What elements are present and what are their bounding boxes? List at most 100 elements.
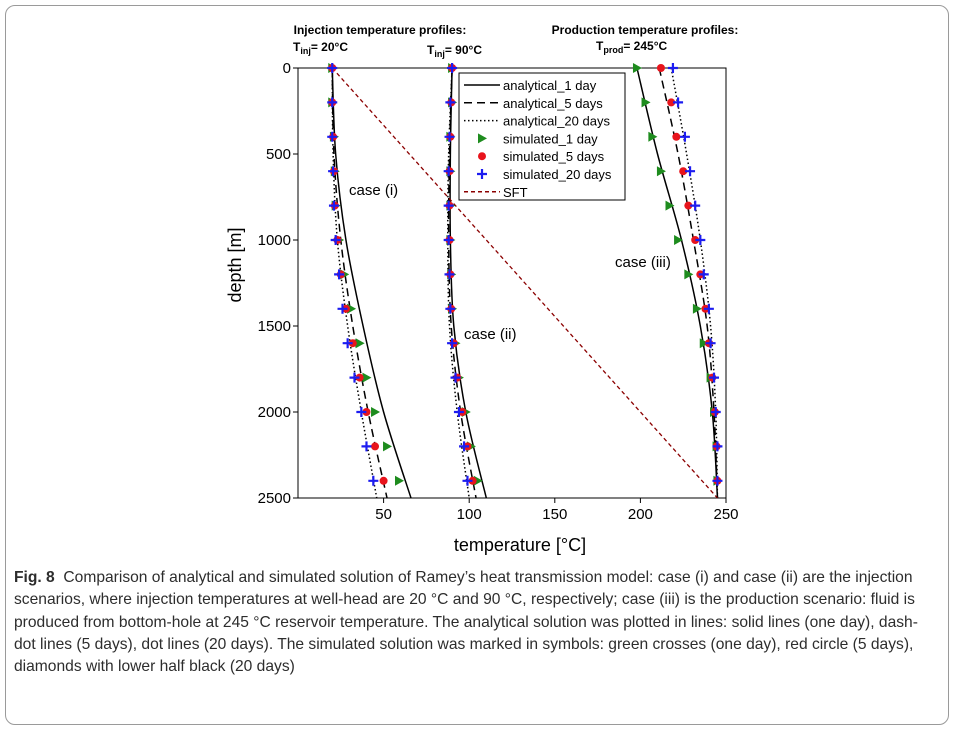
sft-line bbox=[331, 67, 718, 499]
point-simulated-5-days-case-iii bbox=[684, 201, 693, 210]
point-simulated-20-days-case-iii bbox=[695, 235, 706, 245]
legend-swatch-simulated-1-day bbox=[478, 133, 487, 144]
point-simulated-5-days-case-iii bbox=[656, 64, 665, 72]
point-simulated-20-days-case-iii bbox=[690, 200, 701, 211]
header-production-title: Production temperature profiles: bbox=[552, 23, 739, 37]
legend-box bbox=[458, 72, 626, 201]
point-simulated-1-day-case-iii bbox=[665, 200, 675, 211]
legend-swatch-simulated-5-days bbox=[478, 152, 486, 161]
header-tinj-20: Tinj= 20°C bbox=[293, 40, 348, 56]
point-simulated-20-days-case-i bbox=[334, 269, 345, 280]
legend-label-analytical-1-day: analytical_1 day bbox=[503, 78, 597, 93]
plot-area bbox=[297, 67, 727, 499]
point-simulated-5-days-case-i bbox=[355, 373, 364, 382]
point-simulated-20-days-case-ii bbox=[445, 97, 456, 108]
point-simulated-20-days-case-ii bbox=[444, 269, 455, 280]
point-simulated-20-days-case-i bbox=[356, 407, 367, 417]
point-simulated-20-days-case-ii bbox=[445, 303, 456, 314]
case-ii-label: case (ii) bbox=[464, 326, 517, 343]
point-simulated-1-day-case-iii bbox=[632, 63, 642, 73]
series-line-analytical-1-day-case-i bbox=[331, 67, 412, 499]
legend-swatch-simulated-20-days bbox=[477, 169, 487, 179]
y-axis-label: depth [m] bbox=[225, 227, 245, 302]
point-simulated-20-days-case-ii bbox=[459, 441, 470, 452]
point-simulated-20-days-case-ii bbox=[443, 200, 454, 211]
point-simulated-20-days-case-i bbox=[368, 475, 379, 486]
point-simulated-20-days-case-i bbox=[327, 97, 338, 108]
point-simulated-20-days-case-i bbox=[328, 200, 339, 211]
point-simulated-20-days-case-iii bbox=[698, 269, 709, 280]
y-tick-label: 500 bbox=[266, 146, 291, 163]
point-simulated-20-days-case-ii bbox=[453, 407, 464, 417]
legend-label-simulated-20-days: simulated_20 days bbox=[503, 167, 612, 182]
legend-label-analytical-20-days: analytical_20 days bbox=[503, 114, 610, 129]
x-tick-label: 100 bbox=[457, 506, 482, 523]
series-line-analytical-1-day-case-ii bbox=[449, 67, 488, 499]
caption-text: Comparison of analytical and simulated s… bbox=[14, 569, 918, 676]
series-line-analytical-5-days-case-iii bbox=[658, 67, 719, 499]
y-tick-label: 0 bbox=[283, 60, 291, 77]
y-tick-label: 1000 bbox=[258, 232, 291, 249]
point-simulated-20-days-case-iii bbox=[673, 97, 684, 108]
point-simulated-1-day-case-iii bbox=[641, 97, 651, 108]
point-simulated-20-days-case-ii bbox=[462, 475, 473, 486]
x-tick-label: 250 bbox=[713, 506, 738, 523]
point-simulated-1-day-case-iii bbox=[674, 235, 684, 245]
plot-layer: 50 100 150 200 25005001000150020002500temper… bbox=[225, 23, 739, 555]
point-simulated-20-days-case-i bbox=[328, 166, 339, 177]
point-simulated-1-day-case-iii bbox=[656, 166, 666, 177]
series-line-analytical-1-day-case-iii bbox=[636, 67, 719, 499]
point-simulated-1-day-case-i bbox=[371, 407, 381, 417]
header-tprod-245: Tprod= 245°C bbox=[596, 39, 668, 55]
point-simulated-20-days-case-ii bbox=[443, 235, 454, 245]
point-simulated-20-days-case-iii bbox=[710, 407, 721, 417]
point-simulated-20-days-case-ii bbox=[447, 63, 458, 73]
y-tick-label: 1500 bbox=[258, 318, 291, 335]
point-simulated-5-days-case-i bbox=[362, 408, 371, 416]
header-injection-title: Injection temperature profiles: bbox=[294, 23, 467, 37]
legend-label-sft: SFT bbox=[503, 185, 528, 200]
point-simulated-1-day-case-i bbox=[395, 475, 405, 486]
x-tick-label: 50 bbox=[375, 506, 392, 523]
point-simulated-1-day-case-iii bbox=[648, 131, 658, 142]
temperature-depth-chart: 50 100 150 200 25005001000150020002500temper… bbox=[225, 23, 739, 555]
caption-label: Fig. 8 bbox=[14, 569, 55, 586]
point-simulated-20-days-case-iii bbox=[705, 338, 716, 349]
point-simulated-20-days-case-i bbox=[361, 441, 372, 452]
case-i-label: case (i) bbox=[349, 182, 398, 199]
legend-label-analytical-5-days: analytical_5 days bbox=[503, 96, 603, 111]
point-simulated-5-days-case-iii bbox=[679, 167, 688, 176]
point-simulated-5-days-case-iii bbox=[691, 236, 700, 244]
point-simulated-20-days-case-ii bbox=[443, 166, 454, 177]
y-tick-label: 2500 bbox=[258, 490, 291, 507]
point-simulated-20-days-case-i bbox=[330, 235, 341, 245]
point-simulated-1-day-case-i bbox=[355, 338, 365, 349]
point-simulated-20-days-case-iii bbox=[712, 475, 723, 486]
point-simulated-1-day-case-i bbox=[383, 441, 393, 452]
point-simulated-20-days-case-iii bbox=[685, 166, 696, 177]
point-simulated-1-day-case-iii bbox=[684, 269, 694, 280]
point-simulated-20-days-case-i bbox=[342, 338, 353, 349]
point-simulated-20-days-case-iii bbox=[712, 441, 723, 452]
point-simulated-20-days-case-i bbox=[349, 372, 360, 383]
series-line-analytical-5-days-case-i bbox=[331, 67, 388, 499]
point-simulated-20-days-case-i bbox=[337, 303, 348, 314]
case-iii-label: case (iii) bbox=[615, 254, 671, 271]
point-simulated-5-days-case-i bbox=[379, 476, 388, 485]
point-simulated-5-days-case-i bbox=[371, 442, 380, 451]
point-simulated-1-day-case-iii bbox=[692, 303, 702, 314]
point-simulated-20-days-case-iii bbox=[667, 63, 678, 73]
point-simulated-5-days-case-iii bbox=[667, 98, 676, 107]
point-simulated-20-days-case-ii bbox=[444, 131, 455, 142]
point-simulated-5-days-case-ii bbox=[468, 476, 477, 485]
point-simulated-1-day-case-ii bbox=[473, 475, 483, 486]
legend-label-simulated-5-days: simulated_5 days bbox=[503, 149, 605, 164]
x-tick-label: 150 bbox=[542, 506, 567, 523]
figure-frame bbox=[5, 5, 949, 725]
y-tick-label: 2000 bbox=[258, 404, 291, 421]
legend-label-simulated-1-day: simulated_1 day bbox=[503, 131, 598, 146]
point-simulated-1-day-case-iii bbox=[699, 338, 709, 349]
series-line-analytical-5-days-case-ii bbox=[447, 67, 477, 499]
figure-caption: Fig. 8 Comparison of analytical and simu… bbox=[14, 567, 939, 678]
point-simulated-20-days-case-iii bbox=[679, 131, 690, 142]
